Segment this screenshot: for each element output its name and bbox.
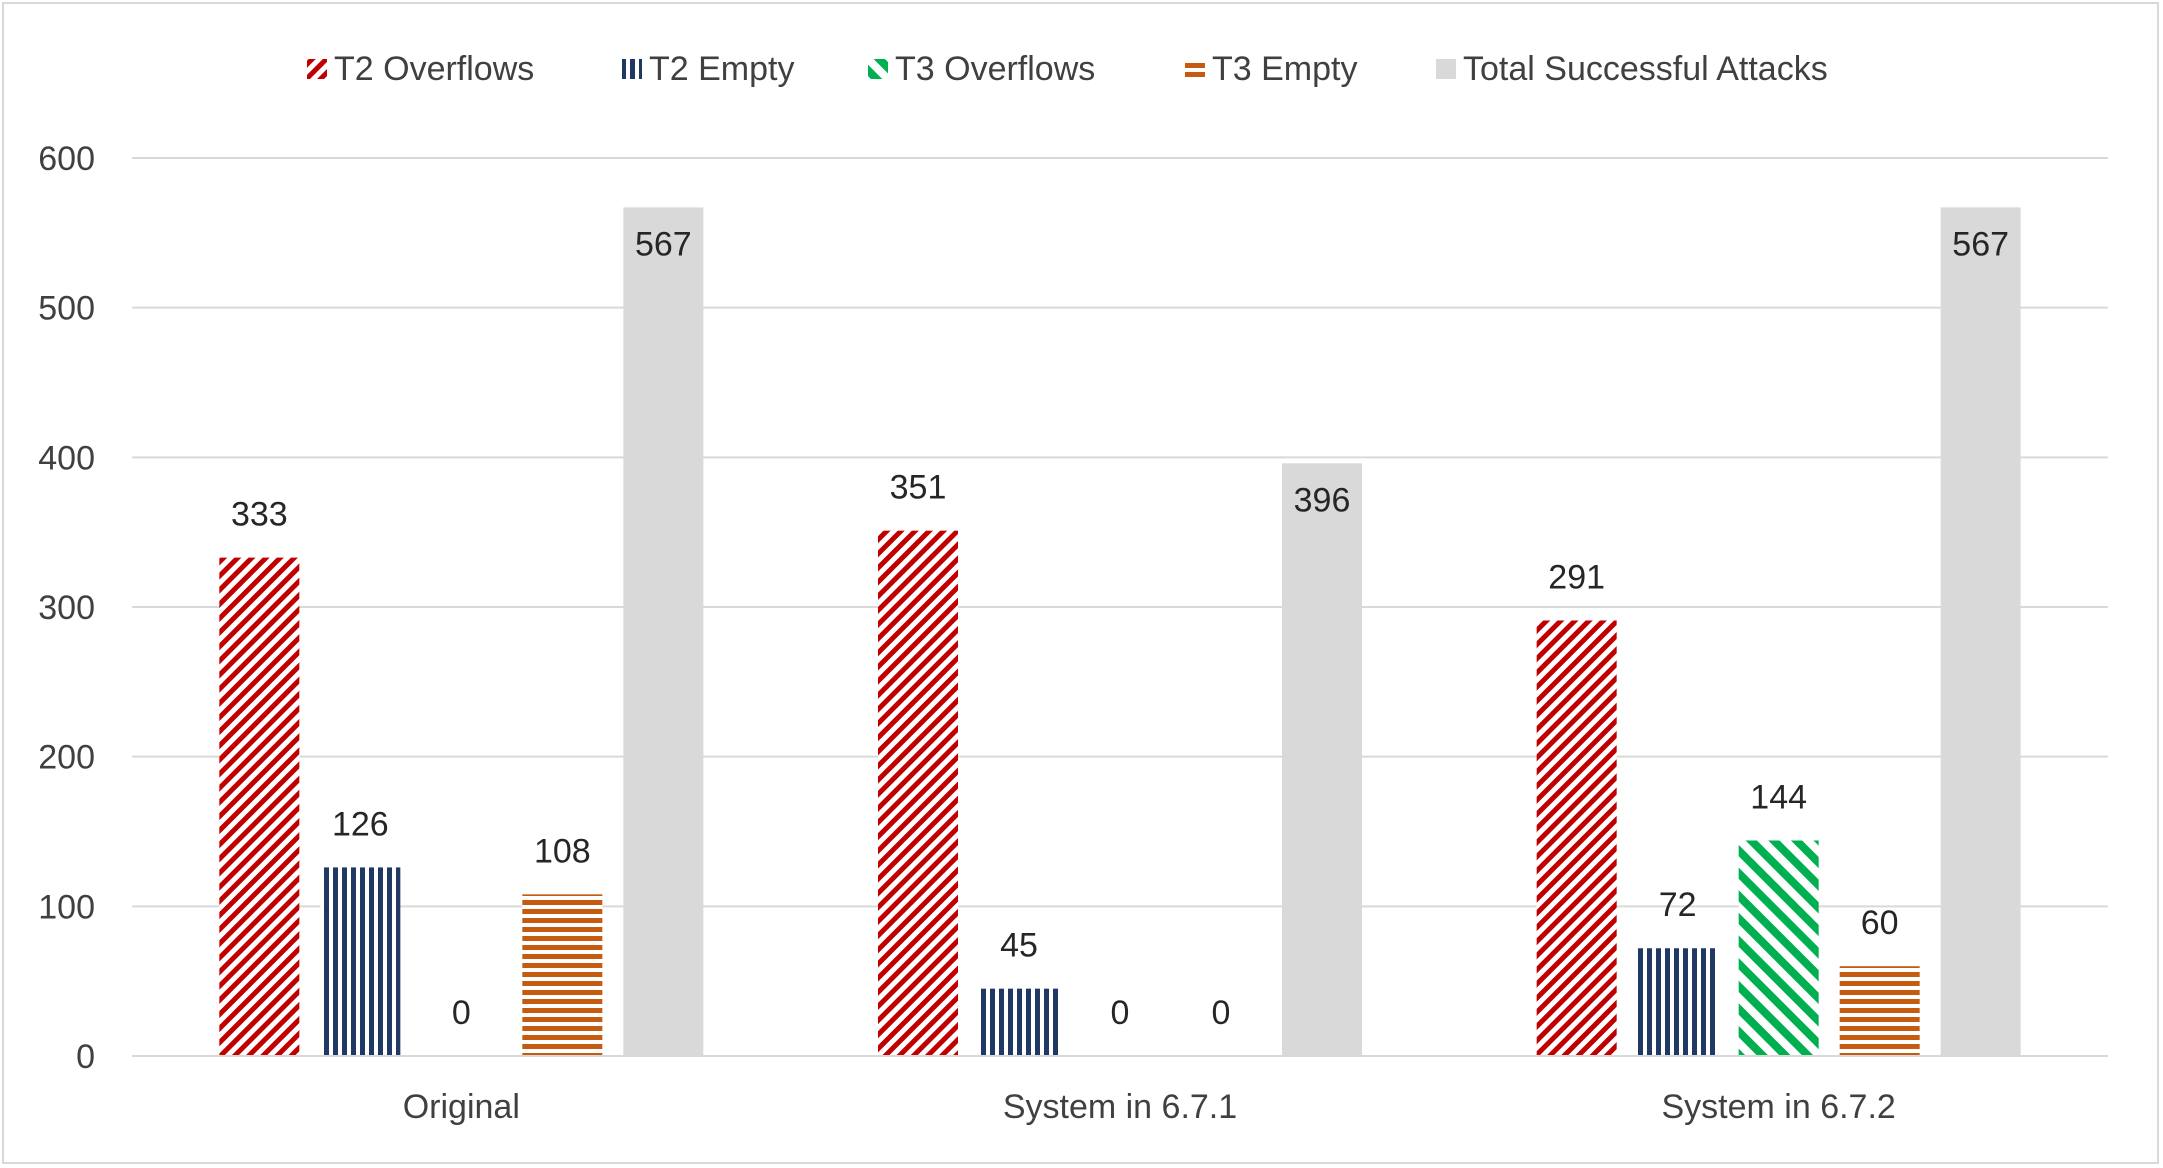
data-label: 72 (1659, 886, 1697, 924)
legend-item-t2-overflows: T2 Overflows (307, 50, 534, 88)
legend-label: T2 Overflows (334, 50, 534, 88)
legend-label: T3 Overflows (895, 50, 1095, 88)
y-tick-label: 0 (76, 1038, 95, 1076)
x-tick-label: System in 6.7.2 (1661, 1088, 1895, 1126)
legend-swatch (1436, 59, 1456, 79)
bar-t2-empty (1637, 948, 1718, 1056)
y-tick-label: 600 (38, 140, 95, 178)
y-tick-label: 400 (38, 439, 95, 477)
bar-t2-overflows (219, 557, 300, 1056)
legend-label: T2 Empty (649, 50, 794, 88)
legend-swatch (1185, 59, 1205, 79)
x-tick-label: System in 6.7.1 (1003, 1088, 1237, 1126)
data-label: 396 (1294, 481, 1351, 519)
bar-t2-empty (979, 988, 1059, 1056)
data-label: 351 (890, 469, 947, 507)
bar-t2-empty (320, 867, 401, 1056)
bar-t3-overflows (1738, 840, 1819, 1056)
data-label: 567 (635, 225, 692, 263)
data-label: 0 (1212, 994, 1231, 1032)
bar-total-successful-attacks (623, 207, 704, 1056)
bars (219, 207, 2021, 1056)
data-label: 126 (332, 805, 389, 843)
data-label: 333 (231, 496, 288, 534)
bar-t2-overflows (878, 530, 958, 1056)
data-label: 60 (1861, 904, 1899, 942)
legend-swatch (307, 59, 327, 79)
bar-total-successful-attacks (1282, 463, 1362, 1056)
bar-t2-overflows (1536, 620, 1617, 1056)
legend-item-t3-empty: T3 Empty (1185, 50, 1357, 88)
bar-total-successful-attacks (1940, 207, 2021, 1056)
legend: T2 Overflows T2 Empty T3 Overflows T3 Empty… (307, 50, 1828, 88)
legend-swatch (622, 59, 642, 79)
legend-label: T3 Empty (1212, 50, 1357, 88)
legend-item-total-successful-attacks: Total Successful Attacks (1436, 50, 1828, 88)
data-labels: 333 126 0 108 567 351 45 0 0 396 291 72 144 60 567 (231, 225, 2009, 1032)
bar-t3-empty (522, 894, 603, 1056)
data-label: 108 (534, 832, 591, 870)
y-tick-label: 300 (38, 589, 95, 627)
data-label: 45 (1000, 927, 1038, 965)
y-tick-label: 100 (38, 888, 95, 926)
y-tick-label: 200 (38, 739, 95, 777)
legend-item-t2-empty: T2 Empty (622, 50, 794, 88)
data-label: 567 (1952, 225, 2009, 263)
legend-item-t3-overflows: T3 Overflows (868, 50, 1095, 88)
legend-label: Total Successful Attacks (1463, 50, 1828, 88)
data-label: 0 (452, 994, 471, 1032)
y-axis: 0 100 200 300 400 500 600 (38, 140, 95, 1076)
data-label: 0 (1111, 994, 1130, 1032)
data-label: 144 (1750, 778, 1807, 816)
x-tick-label: Original (403, 1088, 520, 1126)
data-label: 291 (1548, 558, 1605, 596)
x-axis: Original System in 6.7.1 System in 6.7.2 (132, 1055, 2108, 1126)
bar-t3-empty (1839, 966, 1920, 1056)
y-tick-label: 500 (38, 290, 95, 328)
legend-swatch (868, 59, 888, 79)
